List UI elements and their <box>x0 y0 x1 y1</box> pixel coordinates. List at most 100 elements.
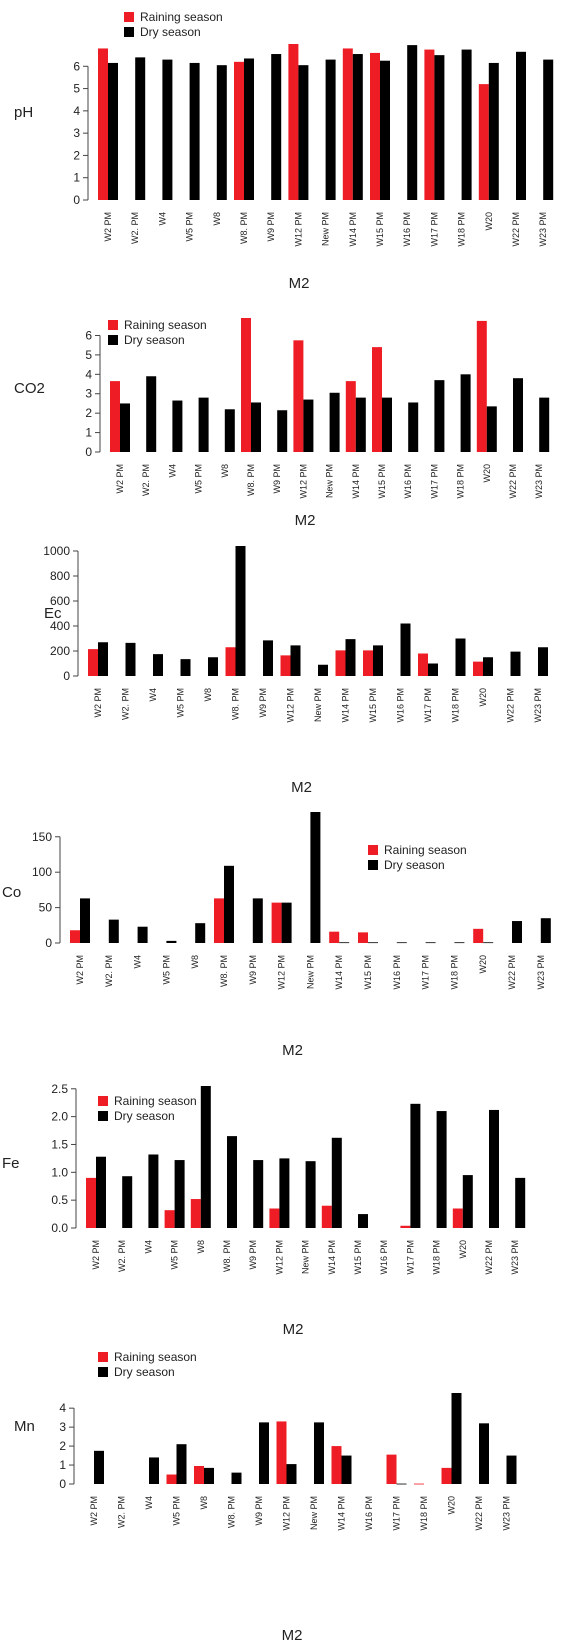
bar-raining-13 <box>424 49 435 201</box>
bar-dry-1 <box>98 642 108 676</box>
chart-panel-ec: 0 200 400 600 800 1000 Ec W2 PM W2. PM W4 W5 PM W8 W… <box>43 544 548 796</box>
bar-dry-8 <box>298 65 309 201</box>
x-tick-label: W2 PM <box>75 955 85 985</box>
bar-dry-16 <box>512 921 522 943</box>
x-tick-label: W2. PM <box>130 212 140 244</box>
bar-dry-12 <box>396 1483 407 1485</box>
bar-raining-13 <box>418 653 428 676</box>
x-tick-label: W14 PM <box>327 1240 337 1275</box>
y-tick-label: 1.5 <box>51 1137 68 1151</box>
x-tick-label: W23 PM <box>502 1496 512 1531</box>
x-tick-label: W20 <box>482 464 492 483</box>
bar-raining-6 <box>214 898 224 943</box>
x-tick-label: W8. PM <box>219 955 229 987</box>
y-axis-label: Mn <box>14 1418 35 1435</box>
x-tick-label: W8. PM <box>231 688 241 720</box>
x-tick-label: W15 PM <box>375 212 385 247</box>
bar-dry-11 <box>382 397 392 452</box>
legend-swatch <box>124 12 134 22</box>
bar-dry-12 <box>396 942 407 944</box>
bar-dry-9 <box>325 59 336 200</box>
bar-dry-9 <box>314 1422 324 1484</box>
bar-raining-15 <box>473 661 483 676</box>
bar-dry-6 <box>231 1472 242 1484</box>
y-tick-label: 2.0 <box>51 1110 68 1124</box>
bar-dry-7 <box>252 898 263 943</box>
x-tick-label: W12 PM <box>282 1496 292 1531</box>
x-tick-label: W22 PM <box>484 1240 494 1275</box>
bar-raining-8 <box>288 44 299 200</box>
x-tick-label: W2 PM <box>103 212 113 242</box>
y-tick-label: 0 <box>45 936 52 950</box>
y-tick-label: 150 <box>32 830 52 844</box>
bar-dry-3 <box>162 59 173 200</box>
bar-raining-10 <box>329 931 340 943</box>
x-axis-label: M2 <box>283 1321 304 1338</box>
bar-raining-5 <box>194 1465 204 1484</box>
bar-raining-1 <box>70 930 80 943</box>
legend-label: Raining season <box>124 318 207 332</box>
bar-dry-13 <box>410 1103 421 1228</box>
bar-dry-4 <box>166 940 177 943</box>
bar-dry-13 <box>425 942 436 944</box>
x-tick-label: W22 PM <box>508 464 518 499</box>
bar-dry-2 <box>125 642 136 676</box>
x-tick-label: W15 PM <box>353 1240 363 1275</box>
bar-dry-15 <box>488 62 499 200</box>
x-tick-label: W4 <box>167 464 177 478</box>
x-tick-label: W4 <box>144 1496 154 1510</box>
x-tick-label: W9 PM <box>254 1496 264 1526</box>
x-tick-label: W8 <box>203 688 213 702</box>
x-axis-label: M2 <box>289 275 310 292</box>
bar-raining-8 <box>271 902 282 943</box>
bar-dry-4 <box>189 62 200 200</box>
legend-label: Raining season <box>114 1094 197 1108</box>
bar-dry-15 <box>483 942 494 944</box>
bar-dry-10 <box>352 54 363 201</box>
y-tick-label: 2 <box>85 406 92 420</box>
x-tick-label: W2. PM <box>121 688 131 720</box>
y-axis-label: CO2 <box>14 380 45 397</box>
y-tick-label: 3 <box>73 126 80 140</box>
x-tick-label: W9 PM <box>258 688 268 718</box>
bar-dry-5 <box>195 923 206 943</box>
x-tick-label: New PM <box>313 688 323 722</box>
bar-dry-12 <box>400 623 411 676</box>
bar-dry-17 <box>538 647 548 676</box>
bar-raining-4 <box>166 1474 177 1484</box>
bar-raining-15 <box>476 320 487 452</box>
bar-dry-10 <box>339 942 350 944</box>
x-tick-label: W20 <box>458 1240 468 1259</box>
bar-raining-14 <box>441 1467 452 1484</box>
bar-dry-2 <box>108 919 119 943</box>
y-tick-label: 1 <box>59 1458 66 1472</box>
bar-raining-5 <box>190 1199 201 1228</box>
y-tick-label: 600 <box>50 594 70 608</box>
x-tick-label: W4 <box>148 688 158 702</box>
y-tick-label: 3 <box>85 387 92 401</box>
bar-dry-14 <box>436 1111 447 1228</box>
x-tick-label: New PM <box>305 955 315 989</box>
x-tick-label: W8. PM <box>227 1496 237 1528</box>
legend-label: Raining season <box>140 10 223 24</box>
x-tick-label: W18 PM <box>457 212 467 247</box>
chart-panel-co: 0 50 100 150 Co W2 PM W2. PM W4 W5 PM W8 W8. PM W9 … <box>2 812 551 1059</box>
bar-dry-6 <box>224 865 234 943</box>
bar-raining-12 <box>386 1454 397 1484</box>
bar-raining-13 <box>414 1483 424 1485</box>
bar-dry-10 <box>341 1455 352 1484</box>
bar-dry-7 <box>263 640 273 676</box>
y-tick-label: 4 <box>59 1401 66 1415</box>
x-tick-label: W23 PM <box>533 688 543 723</box>
y-tick-label: 1 <box>85 426 92 440</box>
bar-dry-7 <box>277 410 288 452</box>
legend-label: Raining season <box>114 1350 197 1364</box>
x-tick-label: W16 PM <box>403 464 413 499</box>
x-tick-label: W20 <box>447 1496 457 1515</box>
y-tick-label: 6 <box>73 59 80 73</box>
bar-raining-10 <box>331 1446 342 1484</box>
bar-dry-2 <box>122 1176 133 1228</box>
